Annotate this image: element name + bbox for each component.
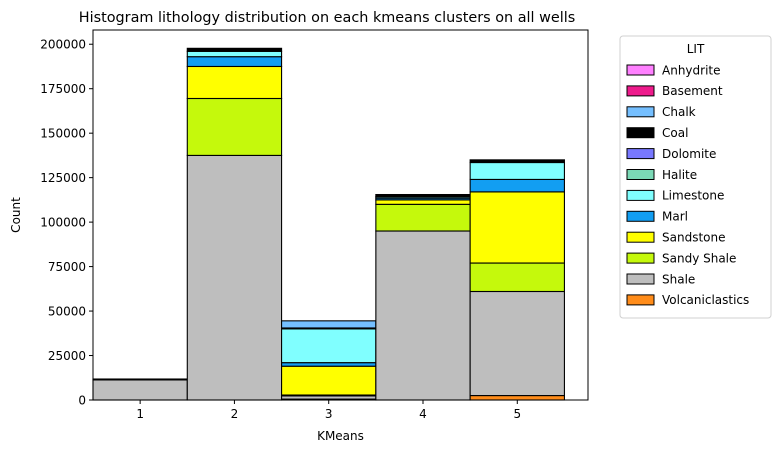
x-tick-label: 4 xyxy=(419,407,427,421)
bar-segment-sandy-shale-cluster-4 xyxy=(375,203,471,232)
legend-label-halite: Halite xyxy=(662,168,697,182)
chart-title: Histogram lithology distribution on each… xyxy=(79,10,575,26)
bar-segment-coal-cluster-1 xyxy=(92,378,188,381)
y-tick-label: 125000 xyxy=(40,171,86,185)
legend-swatch-anhydrite xyxy=(626,64,655,76)
bar-segment-limestone-cluster-2 xyxy=(186,50,283,58)
plot-area xyxy=(92,47,565,401)
legend-swatch-coal xyxy=(626,127,655,139)
legend-label-shale: Shale xyxy=(662,272,695,286)
legend-label-limestone: Limestone xyxy=(662,189,724,203)
legend-swatch-chalk xyxy=(626,106,655,118)
bar-segment-coal-cluster-2 xyxy=(186,47,283,52)
bar-segment-marl-cluster-5 xyxy=(469,178,565,193)
legend-label-anhydrite: Anhydrite xyxy=(662,63,721,77)
axes-frame xyxy=(92,29,589,401)
legend-title: LIT xyxy=(687,42,705,56)
y-tick-label: 150000 xyxy=(40,126,86,140)
legend-label-sandstone: Sandstone xyxy=(662,231,725,245)
legend-label-chalk: Chalk xyxy=(662,105,696,119)
legend-label-basement: Basement xyxy=(662,84,723,98)
bar-segment-sandstone-cluster-3 xyxy=(281,365,377,396)
bar-segment-sandstone-cluster-5 xyxy=(469,191,565,264)
legend-swatch-shale xyxy=(626,273,655,285)
legend-swatch-dolomite xyxy=(626,148,655,160)
bar-segment-sandstone-cluster-2 xyxy=(186,65,283,100)
y-axis-label: Count xyxy=(9,197,23,233)
y-tick-label: 50000 xyxy=(48,304,86,318)
legend: LIT Anhydrite Basement Chalk Coal Dolomite Hal… xyxy=(619,35,772,319)
y-tick-label: 200000 xyxy=(40,38,86,52)
legend-label-coal: Coal xyxy=(662,126,688,140)
legend-label-dolomite: Dolomite xyxy=(662,147,716,161)
bar-segment-limestone-cluster-3 xyxy=(281,328,377,364)
y-tick-label: 175000 xyxy=(40,82,86,96)
legend-swatch-sandstone xyxy=(626,231,655,243)
bar-segment-shale-cluster-2 xyxy=(186,154,283,401)
axis-ticks: 1 2 3 4 5 0 25000 50000 75000 100000 125000 150000 1… xyxy=(40,38,521,421)
bar-segment-limestone-cluster-5 xyxy=(469,161,565,180)
y-tick-label: 25000 xyxy=(48,349,86,363)
bar-segment-sandstone-cluster-4 xyxy=(375,199,471,205)
legend-label-marl: Marl xyxy=(662,210,688,224)
y-tick-label: 0 xyxy=(78,393,86,407)
x-tick-label: 2 xyxy=(231,407,239,421)
x-tick-label: 3 xyxy=(325,407,333,421)
x-tick-label: 5 xyxy=(513,407,521,421)
bar-segment-shale-cluster-4 xyxy=(375,230,471,401)
legend-swatch-limestone xyxy=(626,189,655,201)
bar-segment-sandy-shale-cluster-5 xyxy=(469,262,565,293)
legend-swatch-marl xyxy=(626,210,655,222)
legend-label-sandy-shale: Sandy Shale xyxy=(662,251,736,265)
x-tick-label: 1 xyxy=(136,407,144,421)
legend-swatch-halite xyxy=(626,169,655,180)
legend-label-volcaniclastics: Volcaniclastics xyxy=(662,293,749,307)
bar-segment-shale-cluster-1 xyxy=(92,379,188,401)
bar-segment-coal-cluster-4 xyxy=(375,193,471,198)
bar-segment-marl-cluster-2 xyxy=(186,56,283,68)
bar-segment-sandy-shale-cluster-2 xyxy=(186,97,283,156)
legend-frame xyxy=(619,35,772,319)
y-tick-label: 75000 xyxy=(48,260,86,274)
legend-swatch-sandy-shale xyxy=(626,252,655,264)
bar-segment-chalk-cluster-3 xyxy=(281,320,377,329)
bar-segment-coal-cluster-5 xyxy=(469,159,565,164)
legend-swatch-volcaniclastics xyxy=(626,294,655,306)
bar-segment-volcaniclastics-cluster-5 xyxy=(469,395,565,401)
bar-segment-shale-cluster-5 xyxy=(469,290,565,397)
y-tick-label: 100000 xyxy=(40,215,86,229)
x-axis-label: KMeans xyxy=(317,429,364,443)
legend-swatch-basement xyxy=(626,85,655,97)
